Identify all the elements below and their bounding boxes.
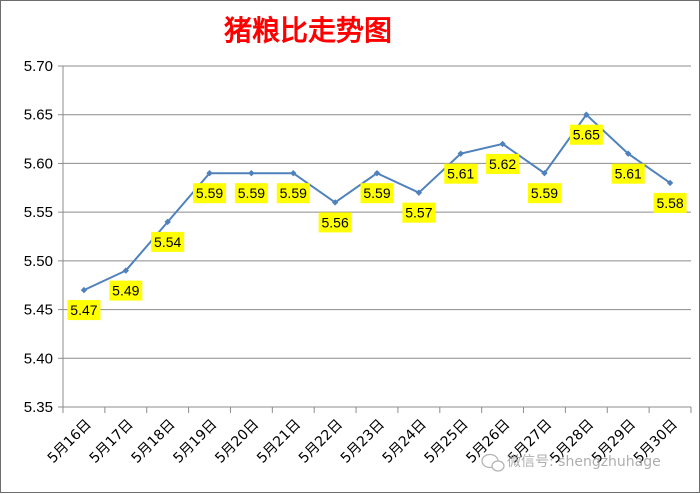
data-point [541,169,548,177]
y-tick-label: 5.35 [24,399,53,416]
data-label: 5.58 [656,195,683,211]
data-label: 5.54 [154,234,181,250]
data-label-bg [234,183,268,204]
data-point [206,169,213,177]
data-label-bg [276,183,310,204]
x-tick-label: 5月26日 [463,417,513,467]
data-point [666,179,674,187]
data-point [499,140,506,148]
data-point [290,169,297,177]
data-label: 5.59 [363,185,390,201]
data-label: 5.59 [196,185,223,201]
watermark-text: 微信号: shengzhuhage [507,454,661,470]
data-label-bg [611,163,645,184]
x-tick-label: 5月25日 [422,417,472,467]
y-tick-label: 5.65 [24,107,53,124]
wechat-icon [481,453,505,472]
data-label-bg [653,192,687,213]
data-point [80,286,88,294]
data-point [583,111,590,118]
x-tick-label: 5月17日 [87,417,137,467]
data-point [164,218,171,226]
data-label: 5.49 [112,283,139,299]
data-label-bg [151,231,185,252]
data-point [625,150,632,157]
data-point [122,267,129,274]
data-label: 5.61 [615,166,642,182]
data-point [248,169,255,177]
data-label: 5.61 [447,166,474,182]
data-label-bg [569,124,603,145]
y-axis: 5.35 5.40 5.45 5.50 5.55 5.60 5.65 5.70 [24,58,64,416]
data-label-bg [486,153,520,174]
data-labels: 5.47 5.49 5.54 5.59 5.59 5.59 5.56 5.59 5.57 5.61… [67,124,687,321]
data-label-bg [318,212,352,233]
data-point [415,189,423,196]
y-tick-label: 5.50 [24,253,53,270]
data-label: 5.59 [531,185,558,201]
y-tick-label: 5.70 [24,58,53,75]
x-tick-label: 5月20日 [212,417,262,467]
watermark: 微信号: shengzhuhage [481,453,661,472]
y-tick-label: 5.55 [24,204,53,221]
data-label: 5.56 [322,214,349,230]
data-label: 5.57 [405,205,432,221]
data-label: 5.59 [238,185,265,201]
data-label-bg [402,202,436,223]
data-label-bg [444,163,478,184]
data-label-bg [193,183,227,204]
x-tick-label: 5月18日 [128,417,178,467]
x-tick-label: 5月21日 [254,417,304,467]
data-point [457,150,464,157]
data-label: 5.65 [573,127,600,143]
data-label-bg [360,183,394,204]
y-tick-label: 5.45 [24,302,53,319]
data-point [373,169,381,177]
x-tick-label: 5月22日 [296,417,346,467]
x-tick-label: 5月16日 [45,417,95,467]
data-label-bg [67,300,101,321]
data-label: 5.62 [489,156,516,172]
y-tick-label: 5.40 [24,350,53,367]
x-tick-label: 5月23日 [338,417,388,467]
data-label: 5.47 [70,302,97,318]
data-label: 5.59 [280,185,307,201]
y-tick-label: 5.60 [24,155,53,172]
chart-title: 猪粮比走势图 [224,14,392,47]
grid [63,65,691,359]
data-label-bg [109,280,143,301]
data-point [331,199,339,206]
x-tick-label: 5月19日 [170,417,220,467]
data-label-bg [527,183,561,204]
x-tick-label: 5月24日 [380,417,430,467]
